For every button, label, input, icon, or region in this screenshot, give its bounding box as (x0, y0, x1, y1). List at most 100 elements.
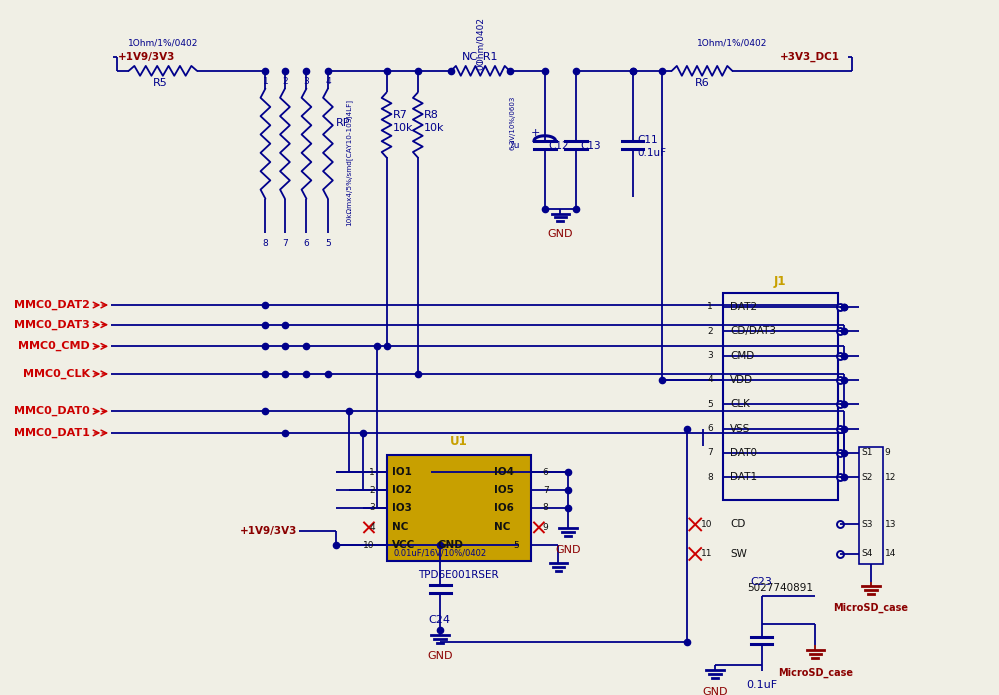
Text: 10k: 10k (424, 123, 445, 133)
Text: 4: 4 (707, 375, 713, 384)
Text: MMC0_CMD: MMC0_CMD (18, 341, 90, 352)
Text: IO4: IO4 (494, 467, 514, 477)
Text: 6: 6 (304, 238, 310, 247)
Text: GND: GND (555, 545, 581, 555)
Text: MMC0_DAT0: MMC0_DAT0 (14, 406, 90, 416)
Text: 9: 9 (542, 523, 548, 532)
Text: GND: GND (438, 540, 464, 550)
Text: 8: 8 (542, 503, 548, 512)
Text: DAT0: DAT0 (730, 448, 757, 458)
Text: 8: 8 (707, 473, 713, 482)
Text: +: + (531, 128, 540, 138)
Text: 1: 1 (707, 302, 713, 311)
Text: S3: S3 (861, 520, 873, 529)
Text: 0.01uF/16V/10%/0402: 0.01uF/16V/10%/0402 (394, 548, 487, 557)
Text: C11: C11 (637, 135, 658, 145)
Text: 6: 6 (707, 424, 713, 433)
Text: 7: 7 (542, 486, 548, 495)
Text: DAT2: DAT2 (730, 302, 757, 312)
Text: 8: 8 (263, 238, 269, 247)
Text: 1: 1 (263, 77, 269, 86)
Text: NC: NC (393, 523, 409, 532)
Text: 4: 4 (370, 523, 375, 532)
Text: +1V9/3V3: +1V9/3V3 (241, 526, 298, 537)
Text: IO6: IO6 (494, 502, 513, 513)
Text: MMC0_CLK: MMC0_CLK (23, 369, 90, 379)
Text: MMC0_DAT3: MMC0_DAT3 (14, 320, 90, 330)
Text: MMC0_DAT2: MMC0_DAT2 (14, 300, 90, 310)
Text: C24: C24 (429, 615, 451, 625)
Text: RP: RP (336, 118, 351, 128)
Text: 9: 9 (885, 448, 890, 457)
Text: 4: 4 (325, 77, 331, 86)
Text: +1V9/3V3: +1V9/3V3 (118, 52, 175, 62)
Text: 13: 13 (885, 520, 896, 529)
Text: C12: C12 (548, 140, 569, 151)
Text: 5: 5 (325, 238, 331, 247)
Text: VSS: VSS (730, 423, 751, 434)
Text: CD: CD (730, 519, 746, 530)
Text: 14: 14 (885, 550, 896, 559)
Text: U1: U1 (450, 435, 468, 448)
FancyBboxPatch shape (387, 455, 531, 561)
Text: 3: 3 (304, 77, 310, 86)
Text: CD/DAT3: CD/DAT3 (730, 326, 776, 336)
Text: +3V3_DC1: +3V3_DC1 (780, 52, 840, 62)
Text: 10: 10 (701, 520, 713, 529)
Text: 3: 3 (369, 503, 375, 512)
Text: 0.1uF: 0.1uF (746, 680, 777, 690)
Text: IO2: IO2 (393, 485, 413, 495)
Text: S1: S1 (861, 448, 873, 457)
Text: CMD: CMD (730, 350, 754, 361)
Text: GND: GND (547, 229, 573, 239)
Text: 5: 5 (707, 400, 713, 409)
Text: TPD6E001RSER: TPD6E001RSER (419, 570, 500, 580)
Text: 10k: 10k (393, 123, 413, 133)
Text: 2: 2 (370, 486, 375, 495)
Text: 0Ohm/0402: 0Ohm/0402 (476, 17, 485, 70)
Text: VDD: VDD (730, 375, 753, 385)
Text: R5: R5 (153, 78, 167, 88)
Text: VCC: VCC (393, 540, 416, 550)
Text: 7: 7 (707, 448, 713, 457)
FancyBboxPatch shape (859, 447, 883, 564)
Text: R6: R6 (694, 78, 709, 88)
Text: CLK: CLK (730, 399, 750, 409)
Text: 1Ohm/1%/0402: 1Ohm/1%/0402 (697, 39, 767, 48)
Text: GND: GND (702, 687, 727, 695)
Text: NC_R1: NC_R1 (463, 51, 499, 62)
Text: 11: 11 (701, 550, 713, 559)
Text: 3: 3 (707, 351, 713, 360)
Text: 2: 2 (707, 327, 713, 336)
Text: 5027740891: 5027740891 (747, 583, 813, 594)
Text: 10kΩmx4/5%/smd[CAY10-103J4LF]: 10kΩmx4/5%/smd[CAY10-103J4LF] (346, 99, 353, 226)
Text: IO5: IO5 (494, 485, 513, 495)
Text: IO1: IO1 (393, 467, 413, 477)
Text: 6.3V/10%/0603: 6.3V/10%/0603 (509, 96, 515, 150)
Text: S4: S4 (861, 550, 873, 559)
Text: MMC0_DAT1: MMC0_DAT1 (14, 428, 90, 438)
Text: GND: GND (428, 651, 453, 661)
Text: S2: S2 (861, 473, 873, 482)
Text: 10: 10 (364, 541, 375, 550)
Text: 12: 12 (885, 473, 896, 482)
Text: C13: C13 (580, 140, 600, 151)
Text: C23: C23 (750, 578, 772, 587)
Text: NC: NC (494, 523, 510, 532)
Text: 5: 5 (513, 541, 519, 550)
Text: 7u: 7u (507, 141, 519, 150)
Text: IO3: IO3 (393, 502, 413, 513)
Text: MicroSD_case: MicroSD_case (778, 668, 853, 678)
Text: J1: J1 (774, 275, 786, 288)
Text: 1: 1 (369, 468, 375, 477)
Text: R8: R8 (424, 110, 439, 120)
Text: 0.1uF: 0.1uF (637, 147, 666, 158)
Text: 2: 2 (282, 77, 288, 86)
Text: MicroSD_case: MicroSD_case (833, 603, 908, 613)
Text: SW: SW (730, 549, 747, 559)
Text: 1Ohm/1%/0402: 1Ohm/1%/0402 (128, 39, 198, 48)
FancyBboxPatch shape (722, 293, 838, 500)
Text: DAT1: DAT1 (730, 472, 757, 482)
Text: 7: 7 (282, 238, 288, 247)
Text: R7: R7 (393, 110, 408, 120)
